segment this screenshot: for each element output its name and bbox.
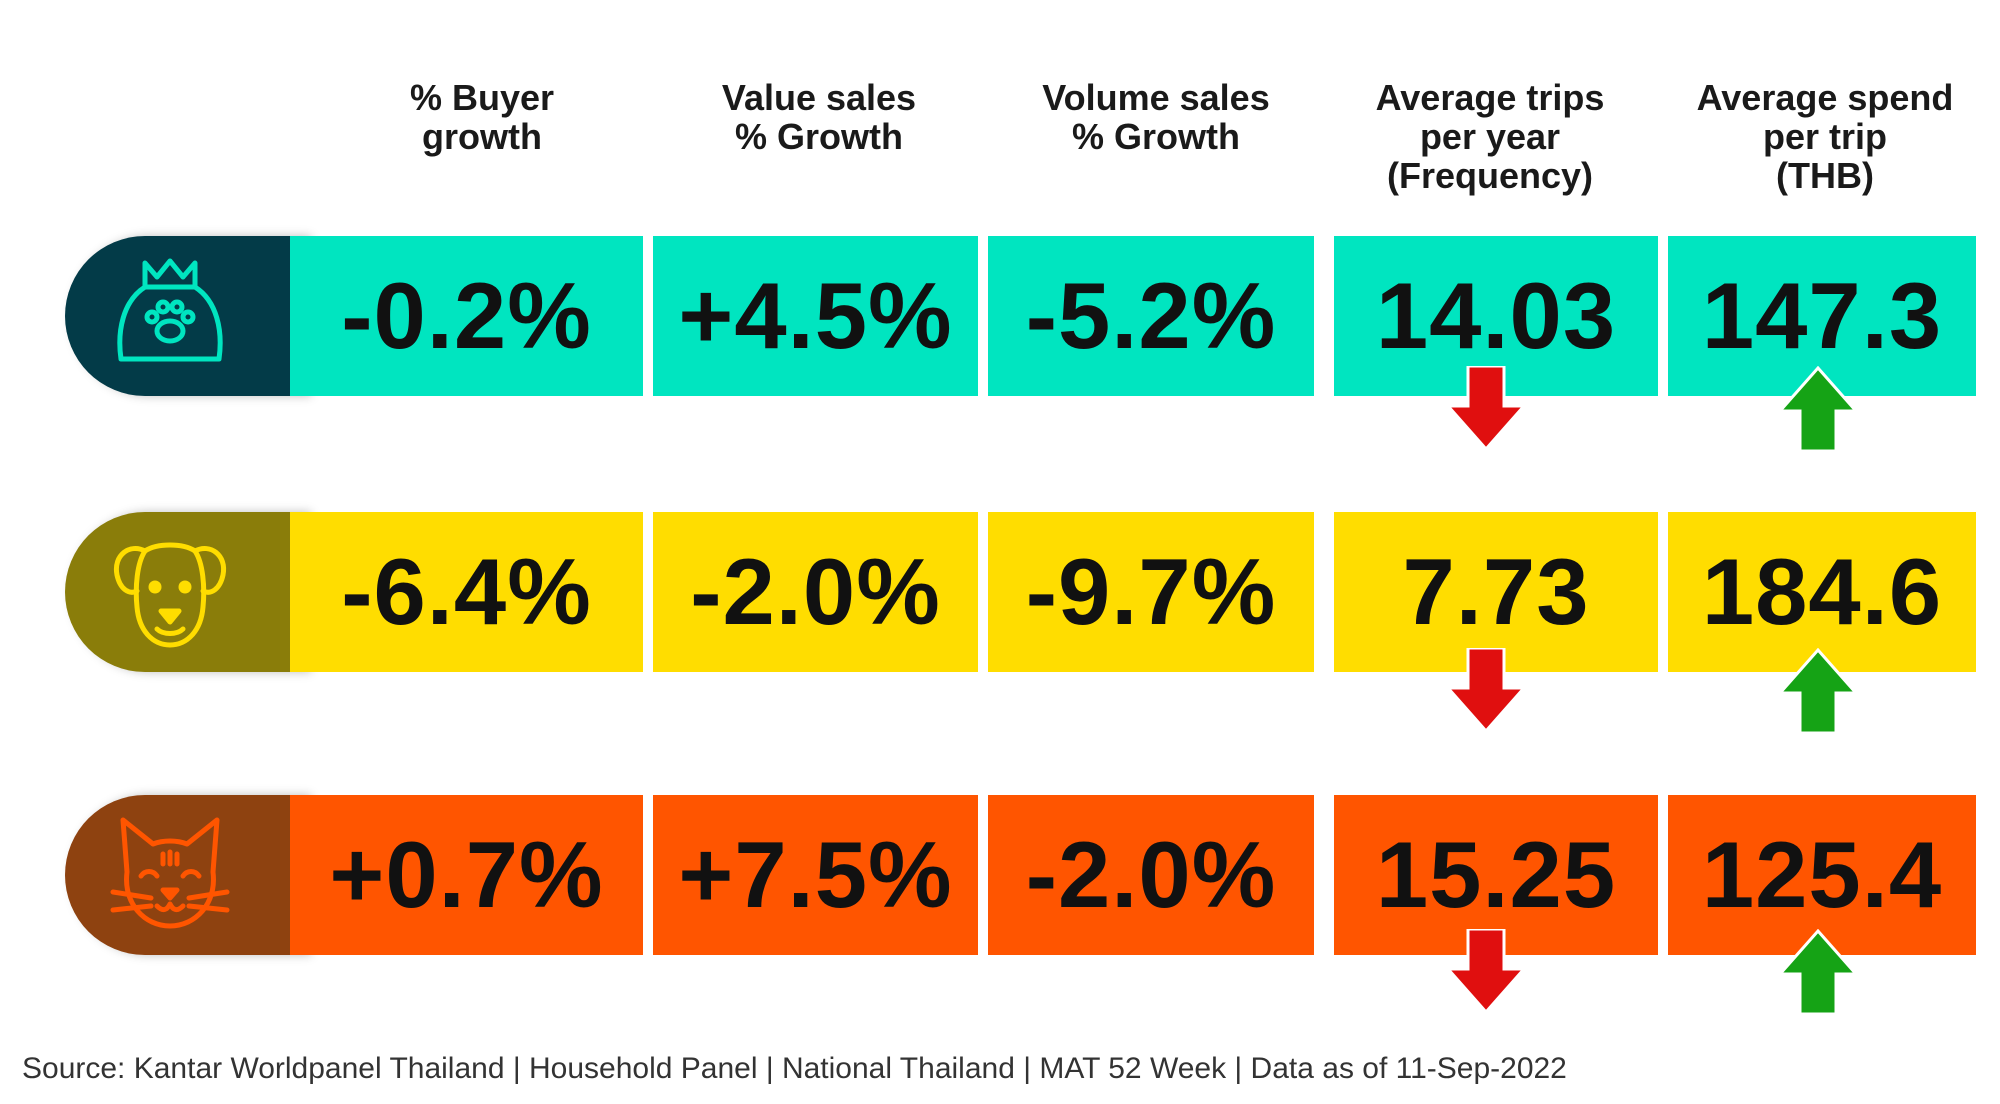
table-row-dog: -6.4% -2.0% -9.7% 7.73 184.6: [0, 512, 2000, 733]
cell-average-spend: 125.4: [1668, 795, 1976, 955]
cell-average-spend: 184.6: [1668, 512, 1976, 672]
cell-value-sales: +7.5%: [653, 795, 978, 955]
row-tab: [65, 512, 305, 672]
arrow-up-icon: [1778, 648, 1858, 733]
cell-value-sales: +4.5%: [653, 236, 978, 396]
column-header-volume-sales: Volume sales % Growth: [1042, 77, 1270, 157]
row-tab: [65, 236, 305, 396]
column-header-average-spend: Average spend per trip (THB): [1696, 77, 1954, 196]
cell-buyer-growth: +0.7%: [290, 795, 643, 955]
cell-average-trips: 7.73: [1334, 512, 1658, 672]
arrow-down-icon: [1446, 648, 1526, 733]
cell-average-trips: 15.25: [1334, 795, 1658, 955]
dog-icon: [113, 542, 227, 648]
column-header-buyer-growth: % Buyer growth: [409, 77, 555, 157]
arrow-down-icon: [1446, 929, 1526, 1014]
column-header-average-trips: Average trips per year (Frequency): [1375, 77, 1605, 196]
arrow-up-icon: [1778, 366, 1858, 451]
pet-food-bag-icon: [117, 258, 223, 362]
table-row-pet-food: -0.2% +4.5% -5.2% 14.03 147.3: [0, 236, 2000, 451]
cell-buyer-growth: -6.4%: [290, 512, 643, 672]
arrow-down-icon: [1446, 366, 1526, 451]
row-tab: [65, 795, 305, 955]
cell-volume-sales: -2.0%: [988, 795, 1314, 955]
table-row-cat: +0.7% +7.5% -2.0% 15.25 125.4: [0, 795, 2000, 1014]
cat-icon: [110, 817, 230, 929]
cell-average-spend: 147.3: [1668, 236, 1976, 396]
source-note: Source: Kantar Worldpanel Thailand | Hou…: [22, 1052, 1567, 1085]
column-header-value-sales: Value sales % Growth: [721, 77, 917, 157]
cell-value-sales: -2.0%: [653, 512, 978, 672]
cell-volume-sales: -9.7%: [988, 512, 1314, 672]
cell-buyer-growth: -0.2%: [290, 236, 643, 396]
arrow-up-icon: [1778, 929, 1858, 1014]
cell-volume-sales: -5.2%: [988, 236, 1314, 396]
